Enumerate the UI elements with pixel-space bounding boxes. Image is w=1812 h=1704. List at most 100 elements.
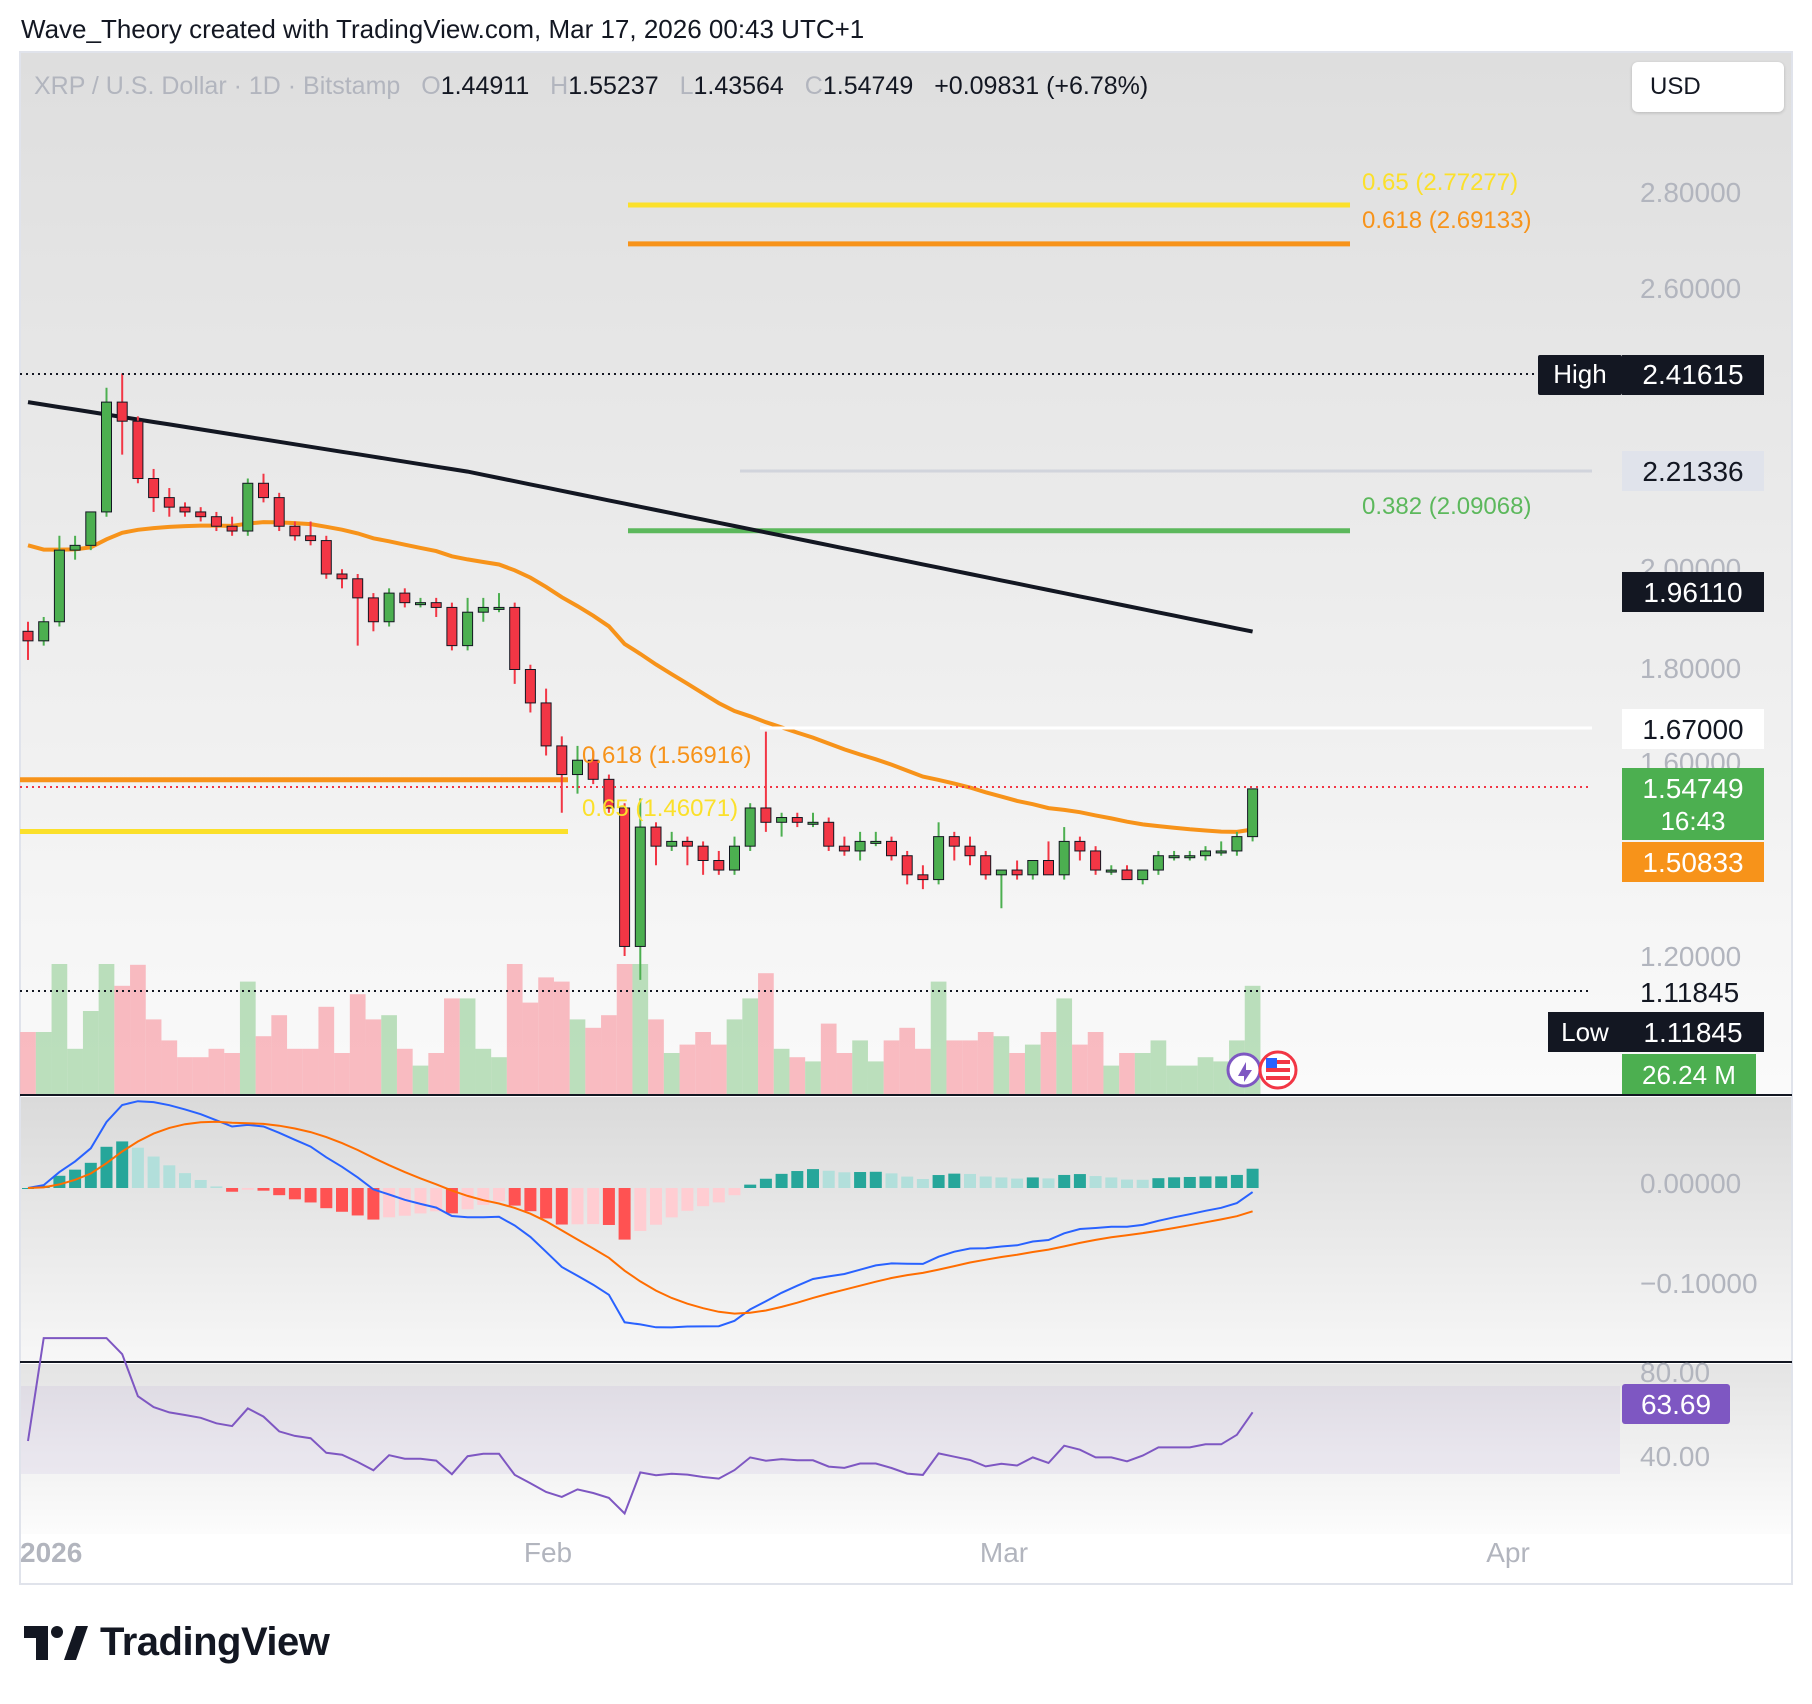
high-value-badge (1622, 355, 1764, 395)
ma-black-badge (1622, 572, 1764, 612)
price-tick: 2.80000 (1640, 177, 1741, 208)
level-167-badge (1622, 709, 1764, 749)
candle-up (1184, 855, 1196, 859)
macd-histogram-bar (1199, 1176, 1212, 1188)
macd-histogram-bar (1089, 1176, 1102, 1188)
main-pane (21, 53, 1791, 1095)
rsi-value-badge (1622, 1384, 1730, 1424)
candle-up (38, 621, 50, 642)
candle-down (917, 874, 929, 881)
macd-histogram-bar (634, 1188, 647, 1231)
macd-histogram-bar (822, 1170, 835, 1188)
candle-down (619, 807, 631, 947)
currency-button[interactable]: USD (1632, 62, 1784, 112)
candle-up (995, 869, 1007, 876)
candle-down (964, 845, 976, 857)
volume-bar (381, 1015, 397, 1094)
candle-up (572, 759, 583, 776)
candle-up (1137, 869, 1149, 881)
macd-indicator (22, 1100, 1259, 1329)
macd-histogram-bar (571, 1188, 584, 1225)
volume-bar (648, 1019, 664, 1094)
macd-histogram-bar (555, 1188, 568, 1225)
price-tick: 1.80000 (1640, 653, 1741, 684)
tradingview-logo[interactable]: TradingView (24, 1620, 330, 1665)
macd-histogram-bar (775, 1173, 788, 1188)
legend-symbol: XRP / U.S. Dollar · 1D · Bitstamp (34, 72, 400, 100)
volume-bar (1056, 998, 1073, 1094)
volume-bar (412, 1065, 429, 1094)
candle-up (383, 592, 395, 623)
volume-bar (271, 1015, 288, 1094)
macd-histogram-bar (681, 1188, 694, 1211)
volume-bar (365, 1019, 382, 1094)
macd-histogram-bar (194, 1179, 207, 1188)
candle-down (886, 840, 897, 857)
macd-histogram-bar (1168, 1177, 1181, 1188)
fib-label-0618-low: 0.618 (1.56916) (582, 742, 751, 769)
high-title-badge (1538, 355, 1622, 395)
macd-line (27, 1100, 1254, 1329)
macd-histogram-bar (916, 1178, 929, 1188)
macd-histogram-bar (430, 1188, 443, 1212)
ohlc-legend: XRP / U.S. Dollar · 1D · Bitstamp O1.449… (34, 72, 1148, 100)
macd-histogram-bar (163, 1165, 176, 1188)
candle-up (729, 845, 740, 871)
macd-histogram-bar (524, 1188, 537, 1212)
volume-bar (915, 1048, 931, 1094)
sparkle-icon[interactable] (1226, 1052, 1262, 1088)
volume-bar (616, 964, 633, 1094)
candle-down (1011, 869, 1023, 876)
volume-bar (820, 1023, 837, 1094)
volume-bar (930, 981, 947, 1094)
candle-down (948, 836, 960, 847)
volume-bar (444, 998, 460, 1094)
macd-histogram-bar (445, 1188, 458, 1214)
macd-histogram-bar (461, 1188, 474, 1210)
volume-bar (993, 1036, 1010, 1094)
volume-bar (491, 1057, 507, 1094)
volume-bar (51, 964, 68, 1094)
volume-bar (130, 964, 146, 1094)
macd-histogram-bar (1105, 1177, 1118, 1188)
macd-histogram-bar (22, 1188, 34, 1189)
candle-up (1247, 788, 1259, 838)
candle-up (1215, 850, 1227, 854)
macd-histogram-bar (398, 1188, 411, 1216)
volume-bar (522, 1002, 539, 1094)
volume-bar (428, 1053, 445, 1094)
volume-bar (1134, 1053, 1151, 1094)
macd-histogram-bar (320, 1188, 333, 1209)
macd-histogram-bar (131, 1147, 144, 1188)
volume-bar (852, 1040, 868, 1094)
us-flag-icon[interactable] (1258, 1050, 1298, 1090)
macd-histogram-bar (367, 1188, 380, 1220)
candlesticks[interactable] (22, 373, 1259, 980)
ma-black-value: 1.96110 (1643, 577, 1742, 608)
macd-histogram-bar (838, 1172, 851, 1188)
candle-down (650, 826, 662, 847)
macd-histogram-bar (351, 1188, 364, 1216)
low-title-badge (1548, 1012, 1622, 1052)
candle-up (242, 482, 254, 532)
candle-down (509, 606, 521, 670)
candle-down (697, 845, 709, 861)
volume-bar (977, 1032, 994, 1094)
ma-long-line (27, 400, 1253, 634)
volume-bar (208, 1048, 225, 1094)
volume-bar (899, 1027, 916, 1094)
macd-tick: −0.10000 (1640, 1268, 1758, 1299)
macd-histogram-bar (1215, 1176, 1228, 1188)
macd-histogram-bar (948, 1173, 961, 1188)
volume-bar (1119, 1053, 1135, 1094)
low-value-badge (1622, 1012, 1764, 1052)
ma-orange-value: 1.50833 (1642, 847, 1743, 878)
volume-bar (710, 1044, 727, 1094)
candle-down (210, 516, 222, 527)
candle-up (69, 544, 81, 551)
volume-bar (145, 1019, 162, 1094)
candle-down (901, 855, 913, 876)
macd-histogram-bar (257, 1188, 270, 1191)
last-price-badge (1622, 768, 1764, 840)
